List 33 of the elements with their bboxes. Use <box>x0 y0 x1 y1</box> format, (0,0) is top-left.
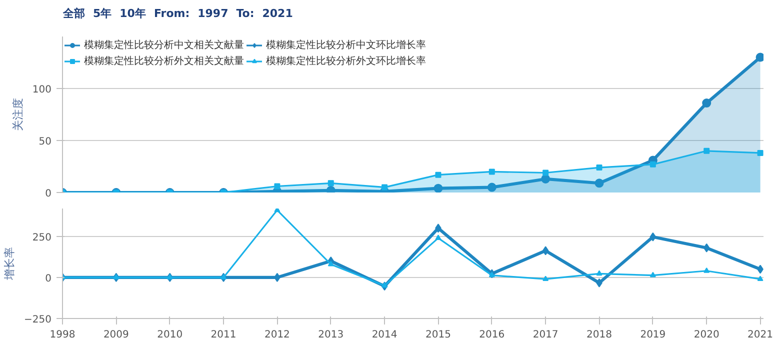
legend-label: 模糊集定性比较分析中文环比增长率 <box>266 38 426 52</box>
y-tick-label: 100 <box>32 84 52 96</box>
text: 10年 <box>120 7 146 20</box>
y-axis-title: 关注度 <box>11 98 24 131</box>
text: 5年 <box>93 7 112 20</box>
text: From: <box>154 7 190 20</box>
x-tick-label: 2009 <box>103 330 129 340</box>
text: To: <box>236 7 254 20</box>
x-tick-label: 2016 <box>479 330 505 340</box>
y-tick-label: 0 <box>45 273 52 284</box>
x-tick-label: 2013 <box>318 330 344 340</box>
x-tick-label: 2020 <box>694 330 720 340</box>
x-tick-label: 2021 <box>748 330 774 340</box>
x-tick-label: 2019 <box>640 330 666 340</box>
x-tick-label: 2011 <box>210 330 236 340</box>
x-tick-label: 1998 <box>50 330 76 340</box>
x-tick-label: 2015 <box>426 330 451 340</box>
y-axis-title: 增长率 <box>3 247 16 281</box>
legend-label: 模糊集定性比较分析外文环比增长率 <box>266 54 426 68</box>
x-tick-label: 2014 <box>372 330 398 340</box>
x-tick-label: 2018 <box>586 330 612 340</box>
x-tick-label: 2012 <box>264 330 290 340</box>
text: 1997 <box>198 7 228 20</box>
legend-label: 模糊集定性比较分析外文相关文献量 <box>84 54 244 68</box>
x-tick-label: 2017 <box>532 330 558 340</box>
y-tick-label: 250 <box>32 232 52 244</box>
y-tick-label: 50 <box>38 136 52 148</box>
text: 2021 <box>262 7 293 20</box>
x-tick-label: 2010 <box>157 330 183 340</box>
y-tick-label: −250 <box>24 314 52 326</box>
text: 全部 <box>63 7 85 20</box>
legend-label: 模糊集定性比较分析中文相关文献量 <box>84 38 244 52</box>
y-tick-label: 0 <box>45 188 52 200</box>
